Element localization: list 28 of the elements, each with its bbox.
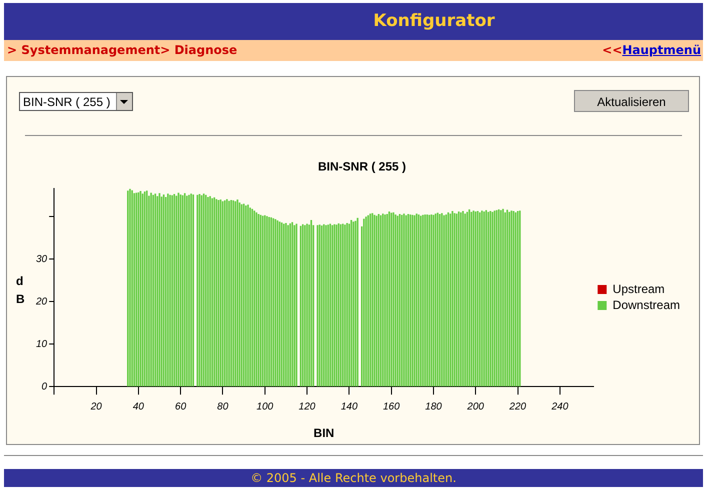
x-tick-label: 220 xyxy=(508,401,527,412)
x-tick-label: 240 xyxy=(550,401,569,412)
text: © 2005 - Alle Rechte vorbehalten. xyxy=(4,469,703,487)
x-tick-label: 40 xyxy=(132,401,144,412)
x-tick-label: 200 xyxy=(466,401,484,412)
dropdown-field: BIN-SNR ( 255 ) xyxy=(19,92,133,111)
text: Konfigurator xyxy=(372,11,496,31)
x-tick-label: 20 xyxy=(90,401,102,412)
x-tick-label: 100 xyxy=(256,401,274,412)
x-tick-label: 140 xyxy=(340,401,358,412)
legend-label: Upstream xyxy=(612,282,665,296)
y-axis-title: dB xyxy=(16,273,25,308)
chart-title: BIN-SNR ( 255 ) xyxy=(318,160,406,174)
x-tick-label: 60 xyxy=(175,401,187,412)
text: Hauptmenü xyxy=(622,43,701,57)
y-tick-label: 10 xyxy=(36,338,48,350)
x-tick-label: 120 xyxy=(298,401,316,412)
x-tick-label: 160 xyxy=(382,401,400,412)
x-tick-label: 80 xyxy=(217,401,229,412)
legend-label: Downstream xyxy=(612,298,680,312)
x-tick-label: 180 xyxy=(425,401,442,412)
x-axis-title: BIN xyxy=(314,426,334,440)
text: << xyxy=(602,43,622,57)
refresh-button: Aktualisieren xyxy=(574,90,689,112)
text: > Systemmanagement> Diagnose xyxy=(7,43,238,57)
y-tick-label: 20 xyxy=(35,296,48,308)
y-tick-label: 30 xyxy=(36,254,48,265)
y-tick-label: 0 xyxy=(42,381,48,392)
